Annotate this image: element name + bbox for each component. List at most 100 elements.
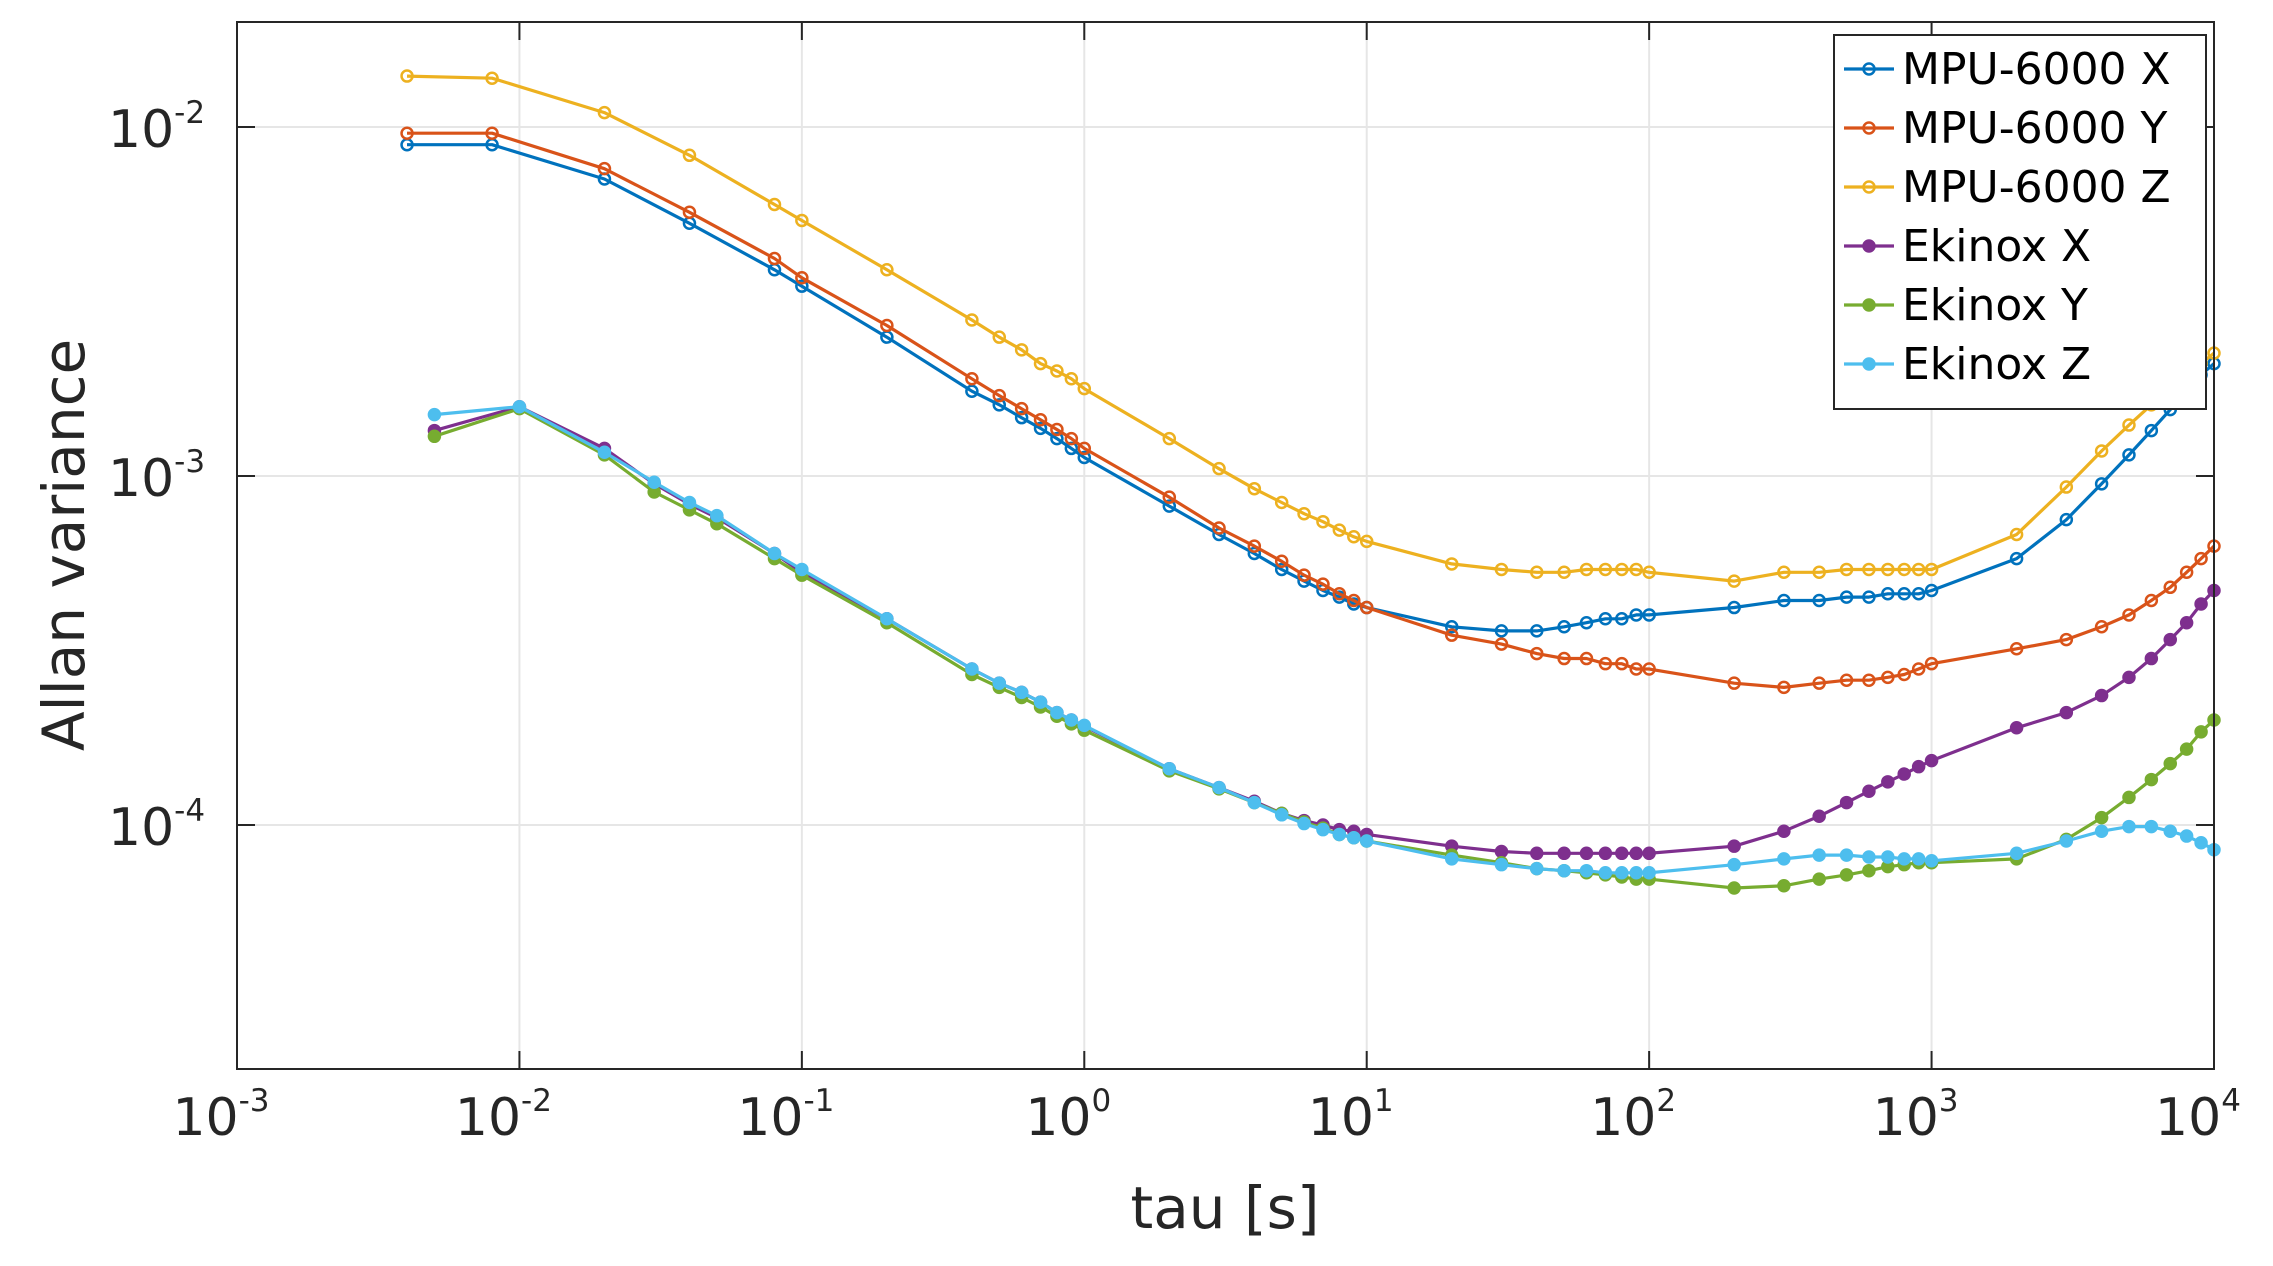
data-point: [1911, 852, 1926, 866]
data-point: [1064, 372, 1079, 386]
data-point: [485, 126, 499, 140]
data-point: [1598, 656, 1613, 671]
legend-marker: [1862, 180, 1876, 194]
data-point: [1050, 364, 1064, 378]
legend-item: MPU-6000 X: [1844, 44, 2171, 95]
data-point: [2009, 846, 2024, 861]
data-point: [1911, 759, 1926, 774]
data-point: [1642, 846, 1656, 861]
data-point: [1162, 431, 1177, 446]
data-point: [1347, 830, 1361, 845]
x-tick-label: 102: [1590, 1083, 1676, 1148]
data-point: [1274, 808, 1289, 822]
x-tick-label: 10-1: [737, 1083, 834, 1148]
legend-label: MPU-6000 Z: [1902, 162, 2171, 213]
data-point: [1615, 846, 1629, 861]
data-point: [1274, 554, 1289, 569]
data-point: [1911, 587, 1926, 601]
data-point: [1924, 854, 1939, 868]
data-point: [1642, 866, 1656, 880]
data-point: [2122, 448, 2136, 462]
data-point: [1297, 816, 1311, 831]
data-point: [2194, 725, 2208, 739]
data-point: [1579, 863, 1594, 878]
data-point: [1316, 577, 1330, 591]
x-tick-label: 10-2: [455, 1083, 552, 1148]
data-point: [2163, 580, 2178, 595]
data-point: [2194, 835, 2208, 850]
data-point: [992, 676, 1007, 690]
data-point: [1881, 775, 1895, 789]
x-tick-label: 100: [1025, 1083, 1111, 1148]
data-point: [965, 313, 979, 327]
data-point: [1557, 651, 1571, 666]
data-point: [1557, 846, 1571, 861]
data-point: [427, 429, 442, 444]
data-point: [1050, 705, 1064, 720]
data-point: [767, 197, 782, 212]
data-point: [1494, 637, 1509, 651]
data-point: [1494, 624, 1509, 638]
data-point: [597, 105, 612, 120]
data-point: [1212, 780, 1226, 795]
data-point: [2144, 772, 2159, 787]
data-point: [1642, 608, 1656, 622]
legend-marker: [1862, 121, 1876, 135]
data-point: [1162, 761, 1177, 776]
data-point: [597, 161, 612, 176]
data-point: [767, 251, 782, 266]
data-point: [1316, 822, 1330, 837]
data-point: [1494, 562, 1509, 577]
series-line: [433, 407, 2216, 890]
data-point: [1629, 846, 1643, 861]
data-point: [1924, 656, 1939, 671]
data-point: [1050, 422, 1064, 437]
plot-frame: [236, 21, 2215, 1070]
data-point: [1033, 421, 1048, 436]
data-point: [880, 263, 894, 277]
data-point: [1911, 662, 1926, 676]
data-point: [2122, 418, 2136, 432]
data-point: [1014, 401, 1029, 416]
data-point: [2163, 824, 2178, 838]
data-point: [1297, 568, 1311, 582]
data-point: [1212, 461, 1226, 476]
x-tick-label: 10-3: [172, 1083, 269, 1148]
data-point: [1557, 565, 1571, 580]
data-point: [1812, 565, 1826, 580]
data-point: [795, 562, 809, 577]
data-point: [1777, 680, 1791, 695]
data-point: [1077, 381, 1092, 396]
legend-label: Ekinox X: [1902, 221, 2091, 272]
data-point: [2179, 829, 2194, 843]
data-point: [1444, 628, 1459, 642]
data-point: [1777, 824, 1791, 838]
y-tick-label: 10-3: [108, 444, 205, 509]
data-point: [1247, 539, 1262, 553]
data-point: [1897, 852, 1911, 866]
data-point: [1579, 651, 1594, 666]
legend-marker: [1862, 239, 1876, 253]
data-point: [2009, 527, 2024, 542]
data-point: [1274, 495, 1289, 510]
data-point: [1598, 866, 1613, 880]
data-point: [767, 546, 782, 561]
data-point: [965, 372, 979, 386]
data-point: [1727, 839, 1741, 853]
data-point: [1777, 565, 1791, 580]
x-tick-label: 103: [1873, 1083, 1959, 1148]
legend-item: Ekinox X: [1844, 221, 2091, 272]
data-point: [1642, 565, 1656, 580]
data-point: [1530, 646, 1544, 661]
data-point: [1530, 565, 1544, 580]
legend-item: Ekinox Z: [1844, 339, 2091, 390]
data-point: [1316, 514, 1330, 529]
series-mpu-6000-y: [400, 126, 2221, 695]
data-point: [992, 388, 1007, 403]
data-point: [1530, 846, 1544, 861]
x-tick-label: 104: [2155, 1083, 2241, 1148]
data-point: [965, 662, 979, 676]
data-point: [2122, 608, 2136, 622]
data-point: [2094, 688, 2109, 703]
